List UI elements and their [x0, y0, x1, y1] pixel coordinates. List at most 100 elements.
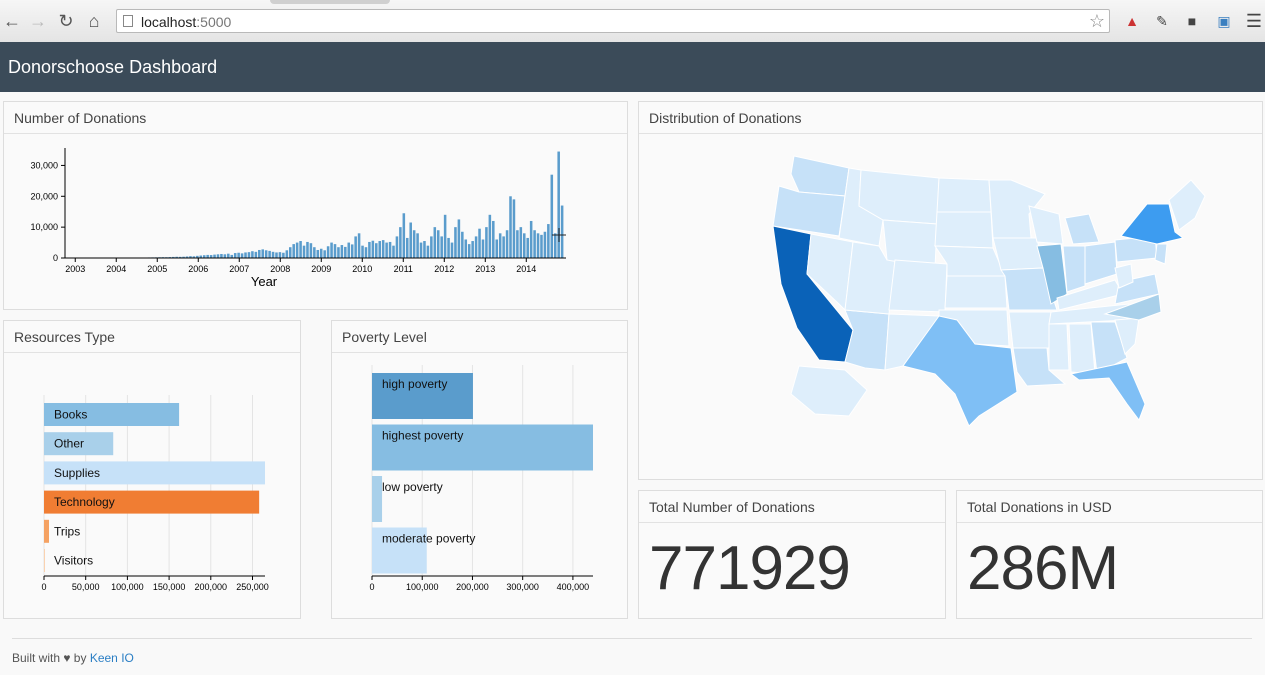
- menu-icon[interactable]: ☰: [1245, 11, 1263, 31]
- map-region-az[interactable]: [844, 309, 890, 371]
- category-bar: [44, 549, 45, 572]
- donation-bar: [378, 241, 382, 258]
- map-region-wv[interactable]: [1114, 263, 1134, 289]
- donation-bar: [502, 236, 505, 258]
- extension-icon[interactable]: ▲: [1125, 13, 1139, 29]
- total-usd-panel: Total Donations in USD 286M: [956, 490, 1263, 619]
- donation-bar: [443, 214, 447, 258]
- map-region-co[interactable]: [888, 259, 948, 313]
- panel-title: Resources Type: [4, 321, 300, 353]
- donation-bar: [540, 234, 543, 258]
- map-region-ar[interactable]: [1008, 311, 1052, 349]
- map-region-la[interactable]: [1012, 347, 1067, 387]
- map-region-nc[interactable]: [1103, 293, 1162, 321]
- donation-bar: [457, 219, 461, 258]
- map-region-fl[interactable]: [1069, 361, 1146, 422]
- donation-bar: [478, 228, 481, 258]
- map-region-in[interactable]: [1062, 245, 1086, 293]
- map-region-wa[interactable]: [790, 155, 850, 197]
- reload-icon[interactable]: ↻: [58, 11, 74, 31]
- footer: Built with ♥ by Keen IO: [12, 638, 1252, 665]
- extension-icon[interactable]: ▣: [1217, 13, 1231, 29]
- category-label: Trips: [54, 524, 80, 538]
- bookmark-star-icon[interactable]: ☆: [1088, 11, 1105, 31]
- x-tick-label: 2014: [516, 264, 536, 274]
- category-bar: [372, 476, 383, 522]
- y-tick-label: 20,000: [30, 191, 58, 201]
- home-icon[interactable]: ⌂: [88, 11, 100, 31]
- donation-bar: [254, 251, 258, 258]
- total-count-panel: Total Number of Donations 771929: [638, 490, 946, 619]
- x-tick-label: 2010: [352, 264, 372, 274]
- donation-bar: [529, 220, 533, 258]
- donation-bar: [471, 241, 474, 258]
- map-region-nv[interactable]: [806, 233, 854, 312]
- back-icon[interactable]: ←: [3, 11, 21, 31]
- donation-bar: [512, 199, 516, 258]
- total-count-value: 771929: [649, 534, 851, 603]
- donation-bar: [251, 251, 254, 258]
- x-tick-label: 2005: [147, 264, 167, 274]
- donation-bar: [523, 233, 526, 258]
- donation-bar: [495, 239, 499, 258]
- donation-bar: [433, 227, 437, 258]
- category-bar: [44, 432, 114, 456]
- donation-bar: [505, 230, 509, 258]
- extension-icon[interactable]: ✎: [1156, 13, 1168, 29]
- address-bar[interactable]: localhost:5000 ☆: [116, 9, 1110, 33]
- map-region-ga[interactable]: [1090, 321, 1128, 375]
- map-region-wi[interactable]: [1028, 205, 1064, 245]
- donation-bar: [299, 241, 302, 258]
- donation-bar: [275, 252, 278, 258]
- donation-bar: [412, 230, 416, 258]
- forward-icon[interactable]: →: [29, 11, 47, 31]
- map-region-mi[interactable]: [1064, 213, 1100, 245]
- panel-title: Distribution of Donations: [639, 102, 1262, 134]
- keen-io-link[interactable]: Keen IO: [89, 651, 134, 665]
- x-tick-label: 200,000: [456, 582, 489, 592]
- map-region-oh[interactable]: [1084, 241, 1118, 285]
- map-region-ms[interactable]: [1048, 323, 1070, 371]
- donation-bar: [388, 241, 392, 258]
- x-tick-label: 150,000: [153, 582, 186, 592]
- donation-bar: [313, 247, 316, 258]
- map-region-tx[interactable]: [902, 315, 1018, 427]
- donation-bar: [271, 251, 275, 258]
- map-region-al[interactable]: [1068, 323, 1096, 375]
- x-tick-label: 400,000: [557, 582, 590, 592]
- donation-bar: [474, 236, 478, 258]
- map-region-mo[interactable]: [1000, 267, 1058, 311]
- browser-tab[interactable]: [270, 0, 390, 4]
- category-bar: [372, 373, 473, 419]
- donation-bar: [209, 255, 213, 258]
- map-region-nd[interactable]: [936, 177, 992, 213]
- map-region-ks[interactable]: [944, 275, 1008, 309]
- us-map: [772, 155, 1206, 427]
- category-label: Books: [54, 408, 87, 422]
- resources-panel: Resources Type Books Other Supplies Technol…: [3, 320, 301, 619]
- donation-bar: [326, 246, 330, 258]
- x-tick-label: 50,000: [72, 582, 100, 592]
- donation-bar: [485, 227, 488, 258]
- map-region-ia[interactable]: [992, 237, 1044, 271]
- donation-bar: [426, 245, 430, 258]
- donation-bar: [206, 254, 209, 258]
- donation-bar: [381, 240, 385, 258]
- extension-icon[interactable]: ■: [1187, 13, 1197, 29]
- map-region-ne-states[interactable]: [1168, 179, 1206, 231]
- map-region-sd[interactable]: [934, 211, 994, 249]
- donation-bar: [399, 227, 402, 258]
- donation-bar: [340, 245, 344, 258]
- panel-title: Number of Donations: [4, 102, 627, 134]
- donation-bar: [282, 252, 285, 258]
- donation-bar: [220, 253, 223, 258]
- donation-bar: [268, 250, 271, 258]
- poverty-panel: Poverty Level high poverty highest povert…: [331, 320, 628, 619]
- category-label: Visitors: [54, 554, 93, 568]
- resources-chart: Books Other Supplies Technology Trips Visitor…: [41, 395, 269, 592]
- map-region-ak[interactable]: [790, 365, 868, 417]
- category-bar: [44, 490, 260, 514]
- map-region-nj[interactable]: [1154, 243, 1168, 265]
- donation-bar: [306, 241, 309, 258]
- category-label: Other: [54, 437, 84, 451]
